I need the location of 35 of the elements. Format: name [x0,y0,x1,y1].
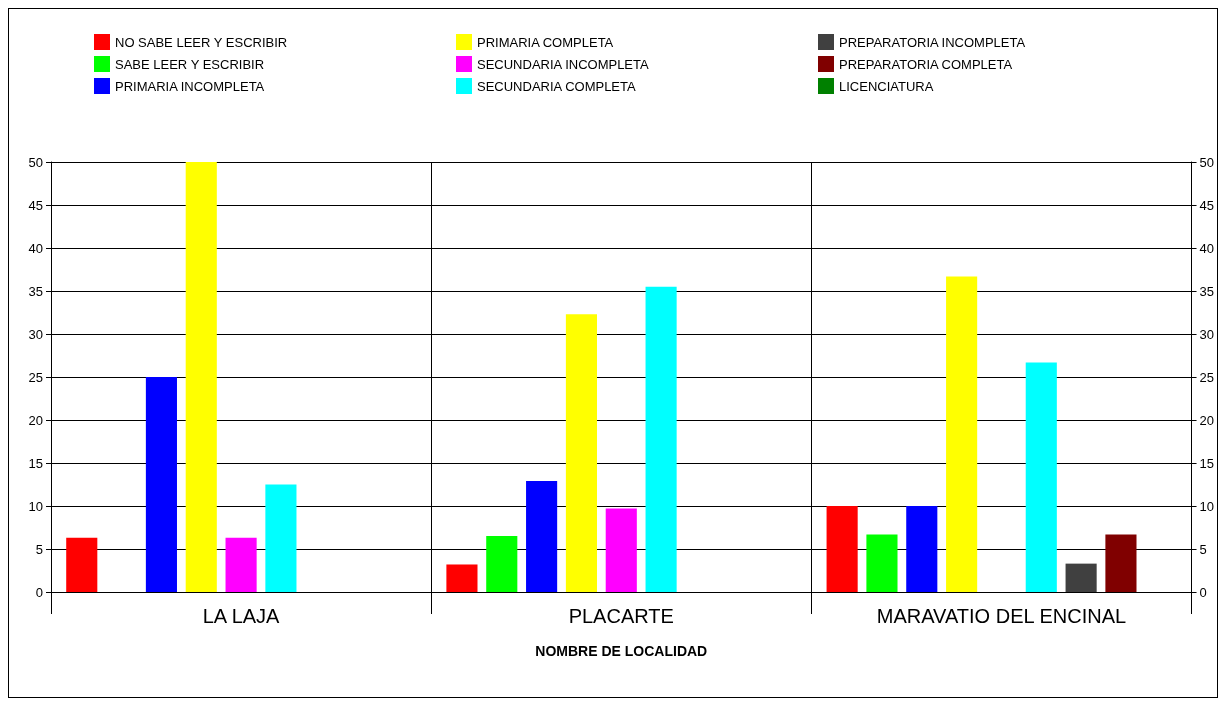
y-tick-label: 10 [28,498,43,514]
y-tick-label: 40 [28,240,43,256]
legend-label: NO SABE LEER Y ESCRIBIR [115,34,288,50]
y-tick-label: 20 [28,412,43,428]
legend-label: PRIMARIA INCOMPLETA [115,78,265,94]
x-axis-title: NOMBRE DE LOCALIDAD [535,643,708,659]
x-tick-label: LA LAJA [202,605,281,627]
y2-tick-label: 35 [1199,283,1215,299]
y-tick-label: 0 [35,584,43,600]
y2-tick-label: 30 [1199,326,1215,342]
legend-label: SECUNDARIA COMPLETA [477,78,637,94]
y-tick-label: 45 [28,197,43,213]
legend-label: LICENCIATURA [839,78,934,94]
legend-label: PREPARATORIA COMPLETA [839,56,1013,72]
legend-label: SABE LEER Y ESCRIBIR [115,56,265,72]
y-tick-label: 25 [28,369,43,385]
y-tick-label: 30 [28,326,43,342]
legend-label: PREPARATORIA INCOMPLETA [839,34,1026,50]
x-tick-label: MARAVATIO DEL ENCINAL [876,605,1127,627]
y2-tick-label: 0 [1199,584,1207,600]
y2-tick-label: 40 [1199,240,1215,256]
y2-tick-label: 10 [1199,498,1215,514]
y2-tick-label: 5 [1199,541,1207,557]
y-tick-label: 15 [28,455,43,471]
legend-label: PRIMARIA COMPLETA [477,34,614,50]
y2-tick-label: 45 [1199,197,1215,213]
x-tick-label: PLACARTE [568,605,674,627]
y2-tick-label: 25 [1199,369,1215,385]
y2-tick-label: 15 [1199,455,1215,471]
y-tick-label: 35 [28,283,43,299]
y2-tick-label: 50 [1199,154,1215,170]
y2-tick-label: 20 [1199,412,1215,428]
legend-label: SECUNDARIA INCOMPLETA [477,56,650,72]
y-tick-label: 50 [28,154,43,170]
y-tick-label: 5 [35,541,43,557]
